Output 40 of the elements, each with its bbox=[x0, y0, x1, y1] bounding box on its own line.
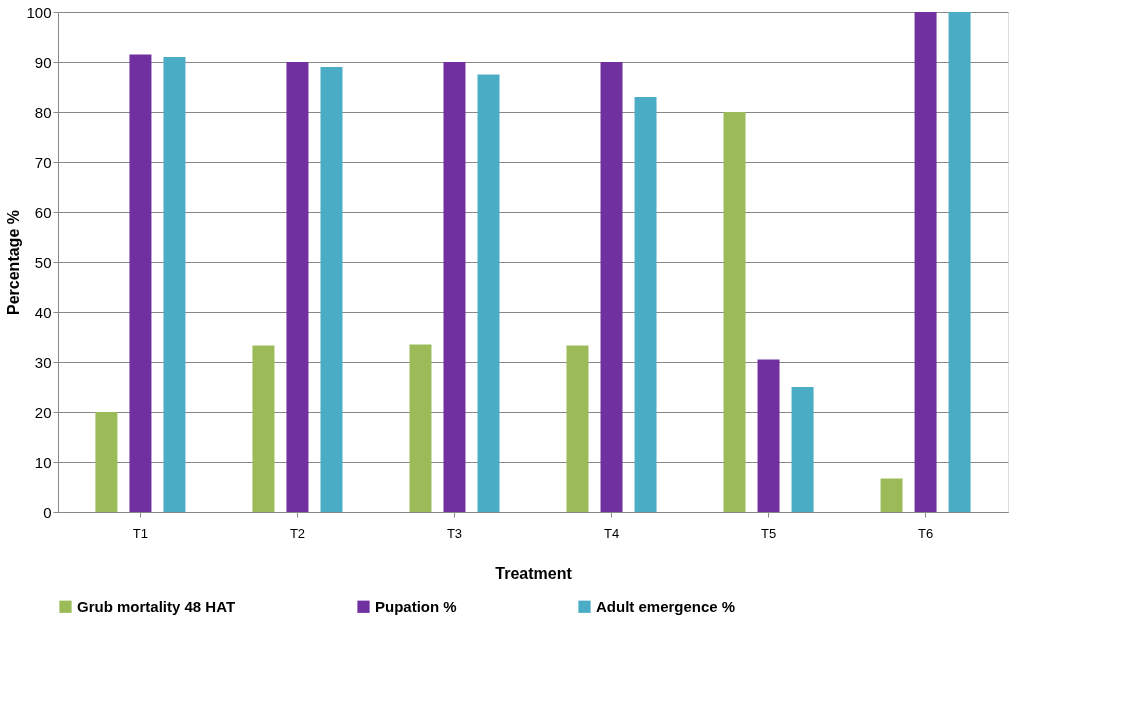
bar bbox=[566, 345, 589, 512]
legend-label: Grub mortality 48 HAT bbox=[77, 597, 236, 615]
y-tick-label: 80 bbox=[34, 103, 52, 121]
bar bbox=[948, 12, 971, 512]
y-tick-label: 70 bbox=[34, 153, 52, 171]
bar bbox=[252, 345, 275, 512]
bar bbox=[286, 62, 309, 512]
bar bbox=[880, 478, 903, 512]
y-tick-label: 90 bbox=[34, 53, 52, 71]
x-tick-label: T1 bbox=[132, 525, 149, 541]
bar bbox=[477, 74, 500, 512]
y-axis-title: Percentage % bbox=[5, 210, 23, 315]
y-tick-label: 20 bbox=[34, 403, 52, 421]
bar bbox=[634, 97, 657, 512]
y-tick-label: 100 bbox=[26, 3, 52, 21]
y-tick-label: 0 bbox=[43, 503, 52, 521]
bar bbox=[723, 112, 746, 512]
x-tick-label: T5 bbox=[760, 525, 777, 541]
x-tick-label: T2 bbox=[289, 525, 306, 541]
bar bbox=[791, 387, 814, 512]
y-tick-label: 50 bbox=[34, 253, 52, 271]
bar bbox=[443, 62, 466, 512]
bar bbox=[409, 344, 432, 512]
y-tick-label: 40 bbox=[34, 303, 52, 321]
legend-label: Adult emergence % bbox=[596, 597, 736, 615]
legend-label: Pupation % bbox=[375, 597, 457, 615]
x-tick-label: T4 bbox=[603, 525, 620, 541]
x-tick-label: T6 bbox=[917, 525, 934, 541]
y-tick-label: 60 bbox=[34, 203, 52, 221]
bar bbox=[95, 412, 118, 512]
x-axis-title: Treatment bbox=[495, 564, 573, 582]
x-tick-label: T3 bbox=[446, 525, 463, 541]
bar bbox=[914, 12, 937, 512]
y-tick-label: 10 bbox=[34, 453, 52, 471]
y-tick-label: 30 bbox=[34, 353, 52, 371]
bar bbox=[129, 54, 152, 512]
bar bbox=[163, 57, 186, 512]
bar bbox=[600, 62, 623, 512]
bar bbox=[757, 359, 780, 512]
bar bbox=[320, 67, 343, 512]
